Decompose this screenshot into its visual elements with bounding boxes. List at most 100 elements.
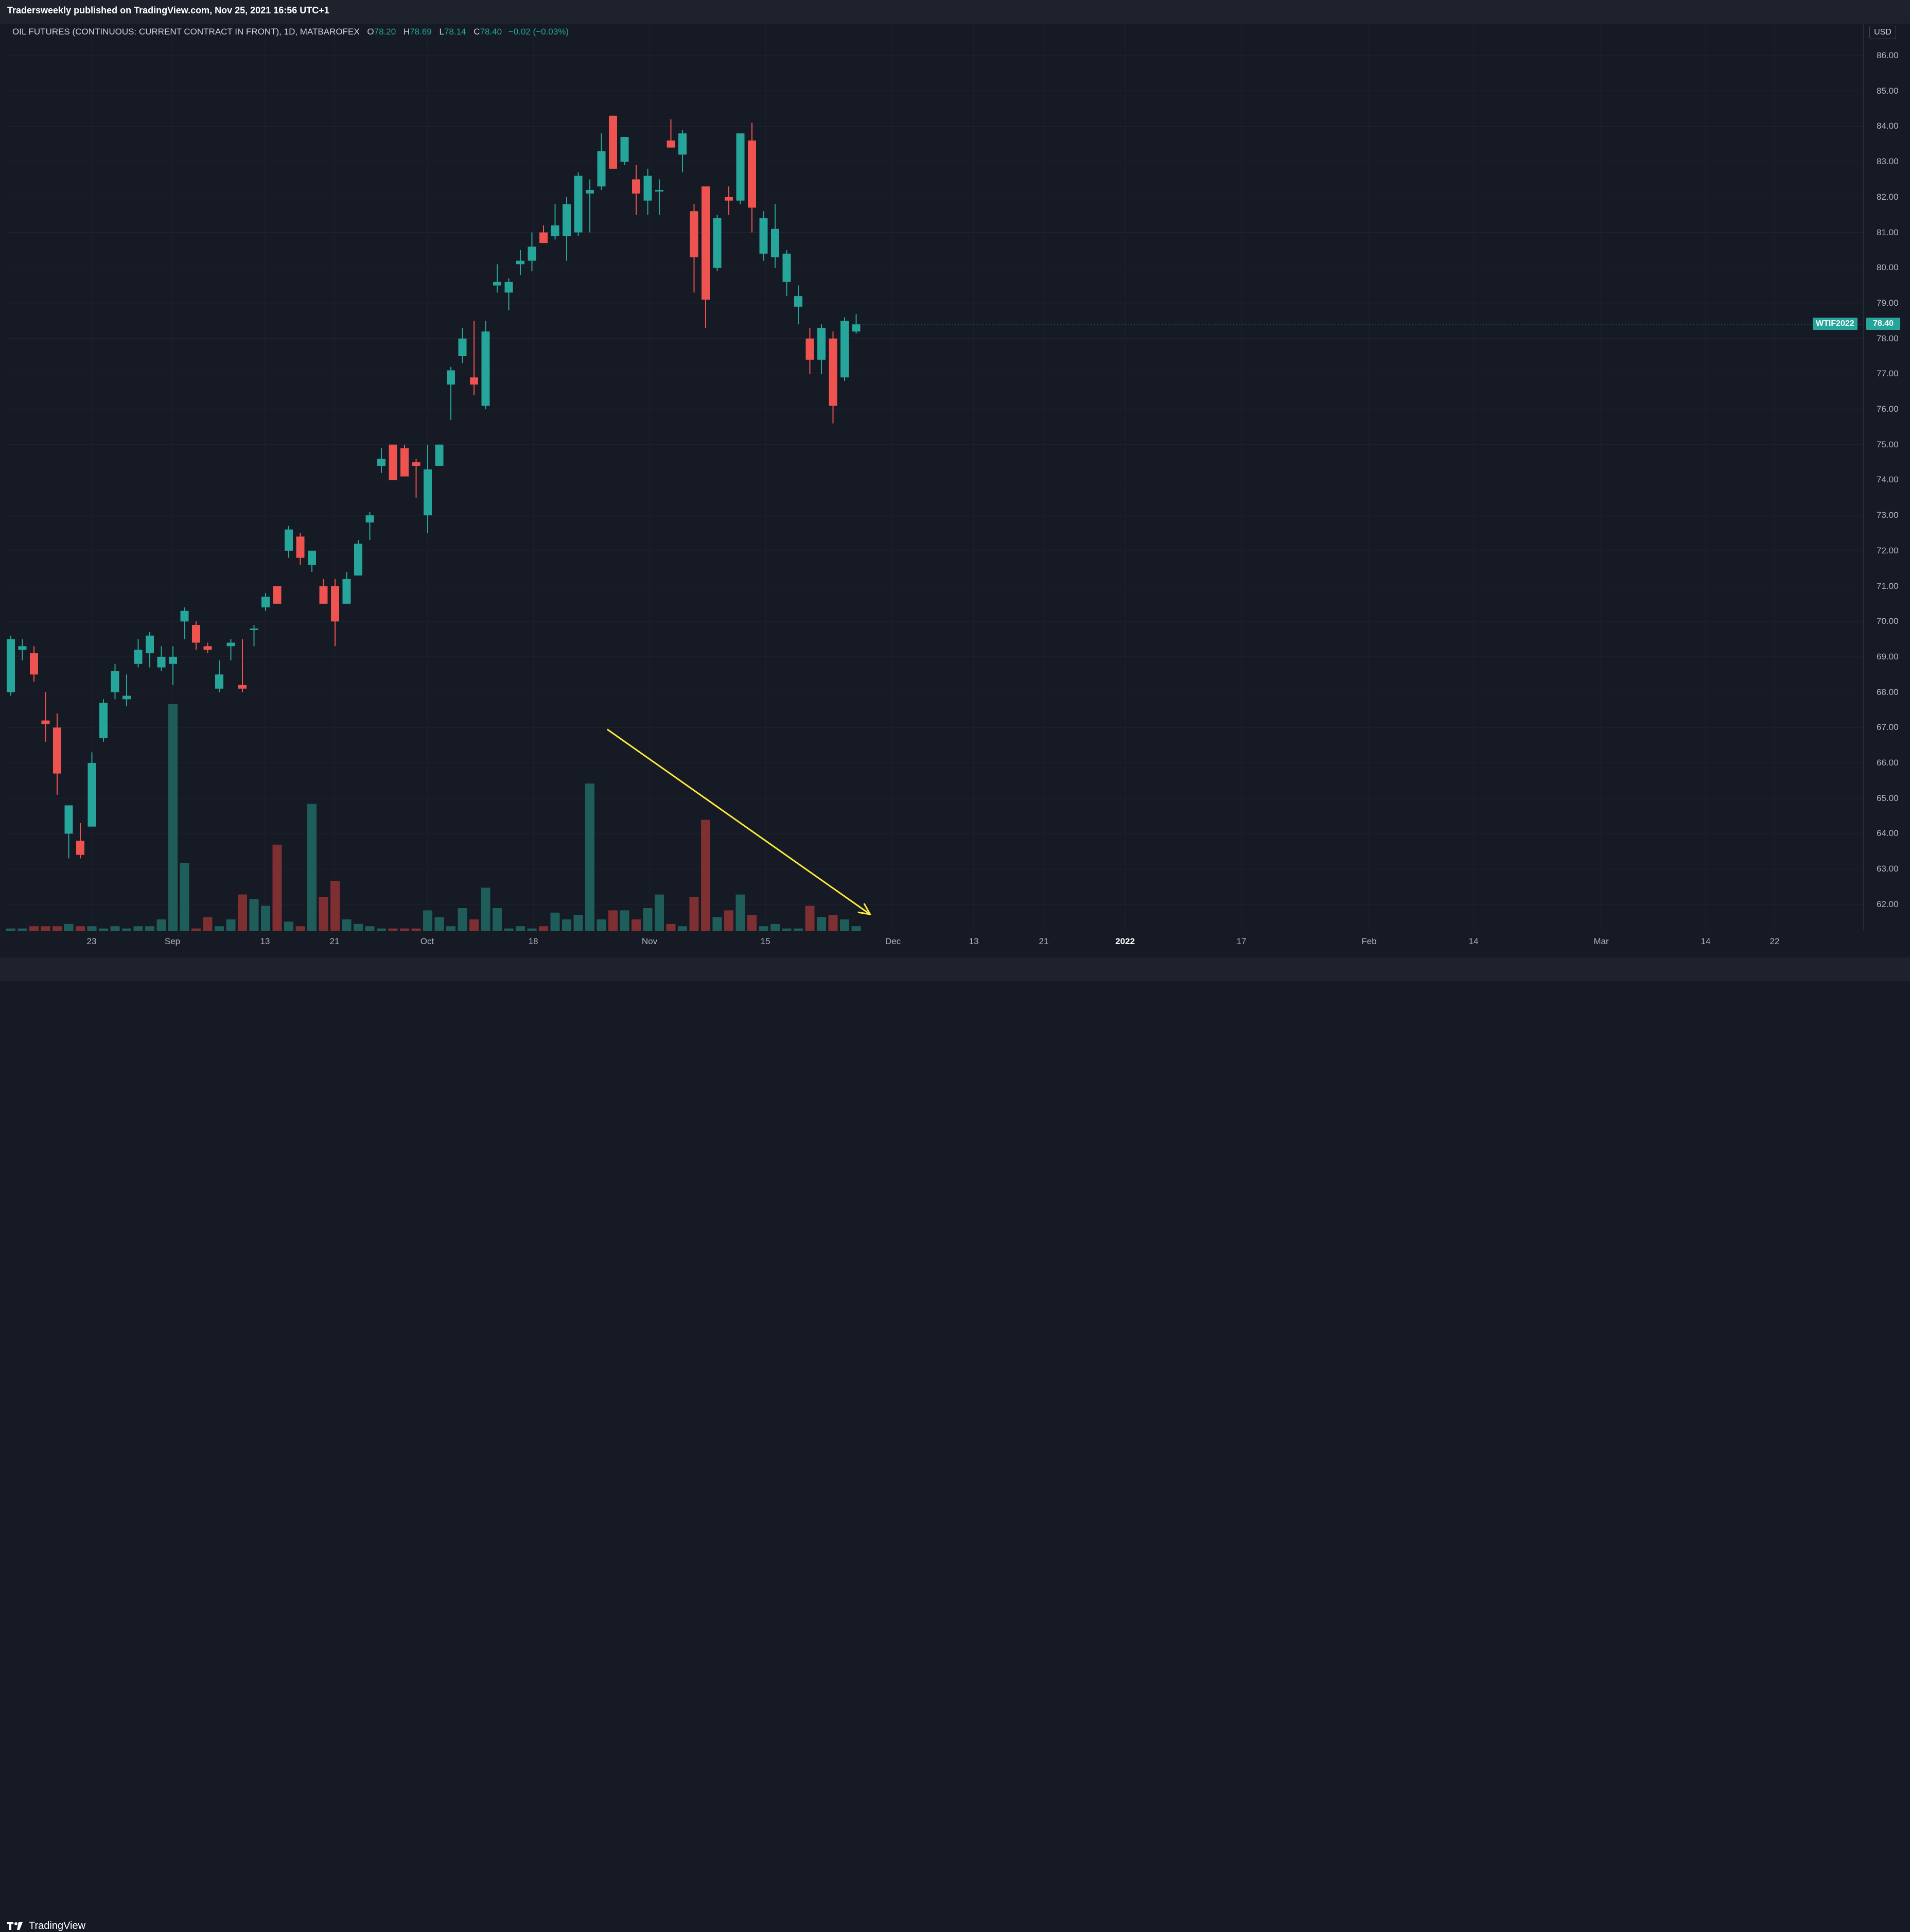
price-tick-label: 77.00: [1877, 369, 1899, 379]
arrow-head-icon: [857, 903, 872, 916]
candle-body: [76, 841, 84, 855]
time-axis[interactable]: [7, 931, 1863, 958]
volume-bar: [643, 908, 653, 931]
open-label: O: [367, 27, 374, 37]
volume-bar: [238, 894, 247, 931]
time-tick-label: 22: [1769, 936, 1780, 946]
candle-body: [226, 642, 235, 647]
candle-body: [528, 246, 536, 261]
volume-bar: [365, 926, 375, 931]
brand-name: TradingView: [29, 1920, 86, 1931]
candle-body: [713, 218, 722, 268]
candle-body: [99, 703, 108, 738]
candle-body: [481, 331, 490, 406]
volume-bar: [180, 863, 189, 931]
volume-bar: [632, 919, 641, 931]
volume-bar: [516, 926, 525, 931]
volume-bar: [794, 928, 803, 931]
candle-body: [203, 646, 212, 650]
candle-body: [400, 448, 409, 477]
time-tick-label: 21: [329, 936, 340, 946]
candle-body: [504, 282, 513, 293]
candle-body: [805, 338, 814, 360]
volume-bar: [493, 908, 502, 931]
volume-bar: [64, 924, 74, 931]
candle-body: [53, 727, 61, 774]
candle-body: [308, 550, 316, 565]
volume-bar: [712, 917, 722, 931]
volume-bar: [145, 926, 154, 931]
time-tick-label: Feb: [1361, 936, 1377, 946]
volume-bar: [620, 910, 629, 931]
candle-body: [64, 805, 73, 834]
candle-body: [296, 536, 305, 558]
volume-bar: [400, 928, 409, 931]
price-tick-label: 76.00: [1877, 404, 1899, 414]
candle-body: [702, 186, 710, 300]
volume-bar: [29, 926, 39, 931]
candle-body: [748, 140, 756, 208]
volume-bar: [550, 912, 560, 931]
volume-bar: [539, 926, 548, 931]
price-tick-label: 68.00: [1877, 687, 1899, 697]
candle-body: [667, 140, 675, 148]
price-tick-label: 67.00: [1877, 722, 1899, 733]
volume-bar: [272, 844, 282, 931]
price-tick-label: 82.00: [1877, 192, 1899, 202]
volume-bar: [597, 919, 606, 931]
price-tick-label: 81.00: [1877, 227, 1899, 237]
candle-body: [470, 377, 478, 385]
symbol-legend[interactable]: OIL FUTURES (CONTINUOUS: CURRENT CONTRAC…: [12, 27, 569, 37]
candle-body: [122, 695, 131, 700]
volume-bar: [261, 906, 270, 931]
volume-bar: [17, 928, 27, 931]
candle-body: [111, 671, 119, 692]
time-tick-label: 18: [528, 936, 538, 946]
volume-bar: [87, 926, 97, 931]
candle-body: [250, 628, 258, 630]
candle-body: [736, 133, 745, 201]
candle-body: [435, 444, 444, 466]
candle-body: [539, 232, 548, 243]
volume-bar: [156, 919, 166, 931]
volume-bar: [76, 926, 85, 931]
candle-body: [87, 763, 96, 827]
candle-body: [516, 260, 524, 265]
volume-bar: [41, 926, 50, 931]
candle-body: [632, 179, 640, 194]
volume-bar: [527, 928, 537, 931]
volume-bar: [678, 926, 687, 931]
price-tick-label: 86.00: [1877, 50, 1899, 60]
last-price-badge: 78.40: [1866, 318, 1900, 330]
volume-bar: [469, 919, 479, 931]
high-label: H: [403, 27, 410, 37]
volume-bar: [747, 915, 757, 931]
price-tick-label: 62.00: [1877, 899, 1899, 909]
change-value: −0.02 (−0.03%): [508, 27, 569, 37]
top-publish-bar: Tradersweekly published on TradingView.c…: [0, 0, 1910, 24]
volume-bar: [446, 926, 455, 931]
volume-bar: [388, 928, 398, 931]
currency-badge[interactable]: USD: [1869, 26, 1896, 39]
candle-body: [192, 625, 200, 643]
candle-body: [169, 656, 177, 664]
volume-bar: [724, 910, 733, 931]
symbol-price-badge: WTIF2022: [1813, 318, 1858, 330]
candle-body: [7, 639, 15, 692]
candle-body: [424, 469, 432, 516]
volume-bar: [817, 917, 826, 931]
candle-body: [273, 586, 282, 604]
price-tick-label: 79.00: [1877, 298, 1899, 308]
candle-body: [840, 321, 849, 378]
candle-body: [331, 586, 339, 622]
chart-pane[interactable]: [7, 24, 1863, 931]
time-tick-label: Dec: [885, 936, 901, 946]
time-tick-label: Sep: [164, 936, 181, 946]
candle-body: [157, 656, 166, 668]
price-axis[interactable]: [1863, 24, 1910, 931]
tradingview-brand[interactable]: TradingView: [7, 1920, 85, 1932]
volume-bar: [6, 928, 15, 931]
volume-bar: [423, 910, 432, 931]
candle-body: [690, 211, 698, 257]
volume-bar: [458, 908, 467, 931]
